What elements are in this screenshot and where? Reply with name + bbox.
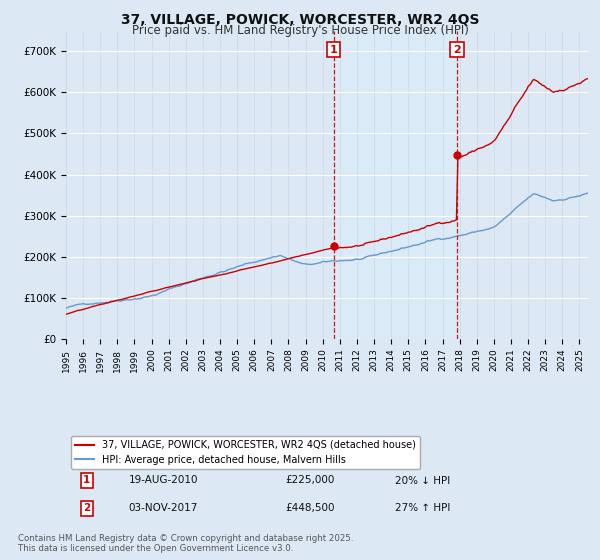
Text: 20% ↓ HPI: 20% ↓ HPI <box>395 475 450 486</box>
Text: 03-NOV-2017: 03-NOV-2017 <box>128 503 198 513</box>
Bar <box>334 31 457 339</box>
Text: £225,000: £225,000 <box>285 475 335 486</box>
Legend: 37, VILLAGE, POWICK, WORCESTER, WR2 4QS (detached house), HPI: Average price, de: 37, VILLAGE, POWICK, WORCESTER, WR2 4QS … <box>71 436 420 469</box>
Text: 1: 1 <box>83 475 91 486</box>
Text: Price paid vs. HM Land Registry's House Price Index (HPI): Price paid vs. HM Land Registry's House … <box>131 24 469 37</box>
Text: 27% ↑ HPI: 27% ↑ HPI <box>395 503 450 513</box>
Text: 19-AUG-2010: 19-AUG-2010 <box>128 475 198 486</box>
Text: 2: 2 <box>83 503 91 513</box>
Text: Contains HM Land Registry data © Crown copyright and database right 2025.
This d: Contains HM Land Registry data © Crown c… <box>18 534 353 553</box>
Text: 2: 2 <box>453 45 461 55</box>
Text: 37, VILLAGE, POWICK, WORCESTER, WR2 4QS: 37, VILLAGE, POWICK, WORCESTER, WR2 4QS <box>121 13 479 27</box>
Text: £448,500: £448,500 <box>285 503 335 513</box>
Text: 1: 1 <box>329 45 337 55</box>
